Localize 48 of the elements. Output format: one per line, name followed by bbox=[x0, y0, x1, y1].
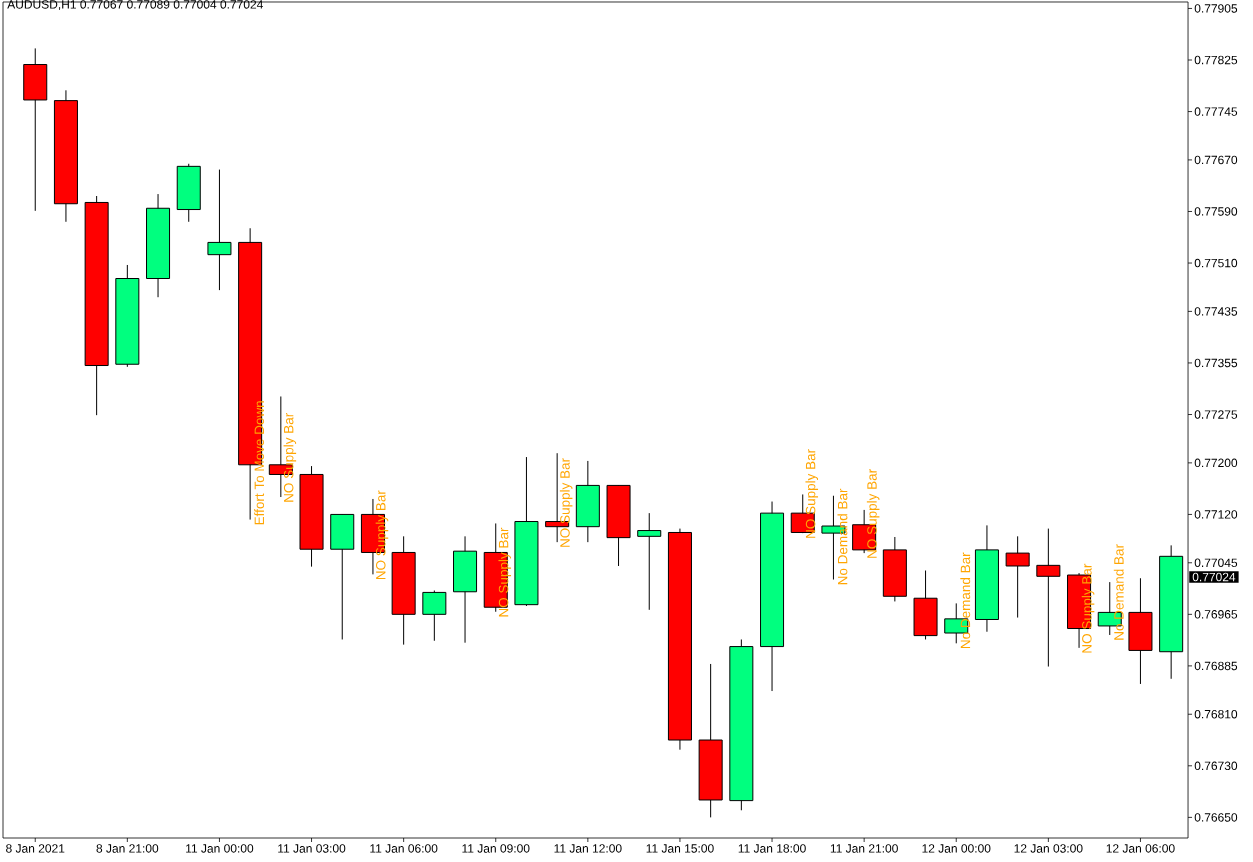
x-tick-label: 11 Jan 21:00 bbox=[830, 844, 898, 853]
y-tick-label: 0.77435 bbox=[1194, 307, 1238, 316]
x-tick-label: 12 Jan 06:00 bbox=[1106, 844, 1175, 853]
x-tick-label: 11 Jan 09:00 bbox=[462, 844, 530, 853]
text: NO Supply Bar bbox=[805, 449, 819, 538]
y-tick-label: 0.76650 bbox=[1194, 813, 1238, 822]
text: No Demand Bar bbox=[1113, 544, 1124, 640]
x-tick-label: 11 Jan 15:00 bbox=[646, 844, 714, 853]
text: NO Supply Bar bbox=[375, 490, 389, 580]
candlestick bbox=[207, 169, 232, 291]
y-tick-label: 0.77510 bbox=[1194, 258, 1238, 268]
y-tick-label: 0.77670 bbox=[1194, 155, 1238, 165]
text: NO Supply Bar bbox=[283, 413, 297, 502]
text: NO Supply Bar bbox=[1081, 563, 1095, 653]
text: NO Supply Bar bbox=[498, 527, 512, 617]
y-tick-label: 0.76885 bbox=[1194, 661, 1238, 671]
text: No Demand Bar bbox=[960, 552, 971, 649]
y-tick-label: 0.77200 bbox=[1194, 458, 1238, 468]
y-tick-label: 0.76810 bbox=[1194, 710, 1238, 719]
text: No Demand Bar bbox=[837, 488, 848, 585]
y-tick-label: 0.76965 bbox=[1194, 610, 1238, 619]
text: NO Supply Bar bbox=[559, 458, 573, 547]
y-tick-label: 0.77275 bbox=[1194, 410, 1238, 419]
chart-title: AUDUSD,H1 0.77067 0.77089 0.77004 0.77024 bbox=[7, 0, 263, 11]
y-tick-label: 0.77745 bbox=[1194, 107, 1238, 116]
x-tick-label: 8 Jan 21:00 bbox=[96, 844, 159, 853]
y-tick-label: 0.77045 bbox=[1194, 558, 1238, 568]
candlestick bbox=[1036, 528, 1061, 668]
y-tick-label: 0.77825 bbox=[1194, 55, 1238, 65]
text: NO Supply Bar bbox=[866, 469, 880, 558]
y-tick-label: 0.76730 bbox=[1194, 761, 1238, 771]
candlestick bbox=[637, 512, 662, 611]
x-tick-label: 11 Jan 00:00 bbox=[186, 844, 254, 853]
x-tick-label: 11 Jan 03:00 bbox=[278, 844, 346, 853]
text: 0.77024 bbox=[1192, 572, 1236, 582]
y-tick-label: 0.77355 bbox=[1194, 358, 1238, 368]
x-tick-label: 11 Jan 06:00 bbox=[370, 844, 438, 853]
y-tick-label: 0.77590 bbox=[1194, 207, 1238, 216]
text: Effort To Move Down bbox=[254, 401, 265, 525]
candlestick bbox=[1005, 535, 1030, 619]
x-tick-label: 8 Jan 2021 bbox=[6, 844, 65, 853]
x-tick-label: 12 Jan 03:00 bbox=[1014, 844, 1083, 853]
x-tick-label: 11 Jan 12:00 bbox=[554, 844, 622, 853]
candlestick bbox=[422, 589, 447, 642]
y-tick-label: 0.77120 bbox=[1194, 510, 1238, 519]
y-tick-label: 0.77905 bbox=[1194, 4, 1238, 13]
x-tick-label: 11 Jan 18:00 bbox=[738, 844, 806, 853]
x-tick-label: 12 Jan 00:00 bbox=[922, 844, 991, 853]
